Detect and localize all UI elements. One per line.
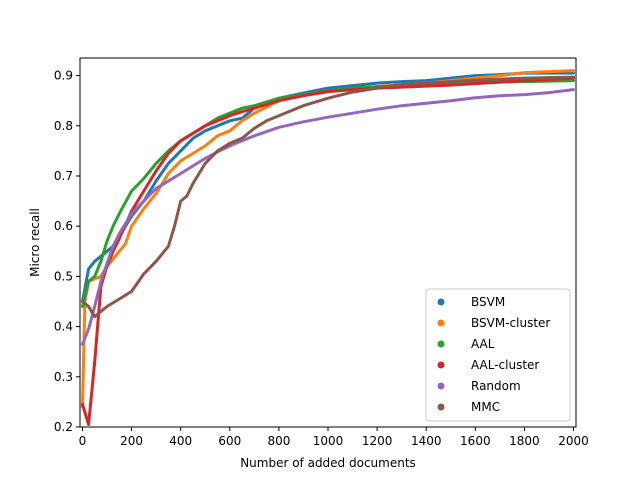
- y-tick-label: 0.4: [54, 320, 73, 334]
- legend-marker-aal-cluster: [437, 361, 445, 369]
- legend-marker-aal: [437, 340, 445, 348]
- series-line-random: [81, 88, 575, 346]
- x-tick-label: 400: [169, 434, 192, 448]
- x-tick-label: 800: [267, 434, 290, 448]
- series-line-aal-cluster: [81, 76, 575, 426]
- x-tick-label: 1000: [313, 434, 344, 448]
- y-tick-label: 0.9: [54, 69, 73, 83]
- legend-marker-bsvm-cluster: [437, 319, 445, 327]
- legend-marker-bsvm: [437, 298, 445, 306]
- y-tick-label: 0.6: [54, 219, 73, 233]
- x-tick-label: 1400: [411, 434, 442, 448]
- x-tick-label: 1600: [460, 434, 491, 448]
- legend-label-bsvm: BSVM: [471, 295, 505, 309]
- legend-label-random: Random: [471, 379, 521, 393]
- x-axis-title: Number of added documents: [240, 456, 416, 470]
- x-tick-label: 2000: [558, 434, 589, 448]
- x-tick-label: 200: [120, 434, 143, 448]
- legend: BSVM BSVM-cluster AAL AAL-cluster Random MMC: [425, 288, 571, 422]
- x-tick-label: 0: [79, 434, 87, 448]
- y-axis: 0.2 0.3 0.4 0.5 0.6 0.7 0.8 0.9: [54, 69, 80, 434]
- x-axis: 0 200 400 600 800 1000 1200 1400 1600 1800 2000: [79, 427, 589, 448]
- y-tick-label: 0.8: [54, 119, 73, 133]
- y-tick-label: 0.3: [54, 370, 73, 384]
- x-tick-label: 600: [218, 434, 241, 448]
- y-tick-label: 0.7: [54, 169, 73, 183]
- legend-label-mmc: MMC: [471, 400, 500, 414]
- series-layer: [81, 69, 575, 426]
- y-axis-title: Micro recall: [28, 208, 42, 277]
- series-line-mmc: [81, 75, 575, 319]
- x-tick-label: 1800: [509, 434, 540, 448]
- legend-label-bsvm-cluster: BSVM-cluster: [471, 316, 550, 330]
- legend-marker-mmc: [437, 403, 445, 411]
- legend-box: [425, 288, 571, 422]
- legend-marker-random: [437, 382, 445, 390]
- y-tick-label: 0.5: [54, 269, 73, 283]
- x-tick-label: 1200: [362, 434, 393, 448]
- legend-label-aal-cluster: AAL-cluster: [471, 358, 539, 372]
- y-tick-label: 0.2: [54, 420, 73, 434]
- legend-label-aal: AAL: [471, 337, 495, 351]
